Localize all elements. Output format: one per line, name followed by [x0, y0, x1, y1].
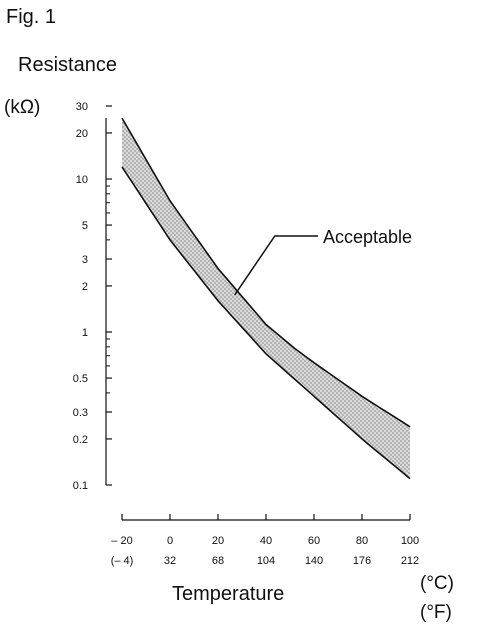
x-tick-label-fahrenheit: 104: [257, 555, 275, 567]
x-tick-label-fahrenheit: 68: [212, 555, 224, 567]
x-axis: – 20 (– 4) 0 32 20 68 40 104 60 140 80 176 100 212: [111, 514, 419, 567]
y-tick-label: 0.1: [73, 480, 88, 492]
x-tick-label-fahrenheit: (– 4): [111, 555, 134, 567]
y-axis-unit: (kΩ): [4, 97, 41, 118]
x-axis-unit-fahrenheit: (°F): [420, 602, 452, 623]
x-tick-label-celsius: 80: [356, 535, 368, 547]
annotation-acceptable: Acceptable: [323, 227, 412, 247]
y-axis-title: Resistance: [18, 54, 117, 76]
y-tick-label: 2: [82, 281, 88, 293]
x-tick-label-celsius: 60: [308, 535, 320, 547]
acceptable-band: [122, 118, 410, 479]
lower-limit-line: [121, 166, 411, 480]
y-tick-label: 0.5: [73, 373, 88, 385]
x-tick-label-fahrenheit: 32: [164, 555, 176, 567]
plot-area: Acceptable: [121, 117, 412, 480]
y-axis: 30 20 10 5 3 2 1 0.5 0.3 0.2 0.1: [73, 101, 112, 492]
upper-limit-line: [121, 117, 411, 428]
x-axis-unit-celsius: (°C): [420, 573, 454, 594]
y-tick-label: 30: [76, 101, 88, 113]
annotation-leader-line: [234, 235, 318, 296]
x-tick-label-celsius: – 20: [111, 535, 132, 547]
x-tick-label-celsius: 40: [260, 535, 272, 547]
figure-label: Fig. 1: [6, 6, 57, 28]
y-tick-label: 0.3: [73, 407, 88, 419]
y-tick-label: 20: [76, 128, 88, 140]
y-tick-label: 3: [82, 254, 88, 266]
y-tick-label: 0.2: [73, 434, 88, 446]
x-tick-label-celsius: 0: [167, 535, 173, 547]
x-tick-label-fahrenheit: 212: [401, 555, 419, 567]
x-tick-label-celsius: 100: [401, 535, 419, 547]
x-tick-label-fahrenheit: 176: [353, 555, 371, 567]
x-tick-label-celsius: 20: [212, 535, 224, 547]
x-tick-label-fahrenheit: 140: [305, 555, 323, 567]
x-axis-title: Temperature: [172, 583, 285, 605]
y-tick-label: 1: [82, 327, 88, 339]
y-tick-label: 10: [76, 174, 88, 186]
y-tick-label: 5: [82, 220, 88, 232]
